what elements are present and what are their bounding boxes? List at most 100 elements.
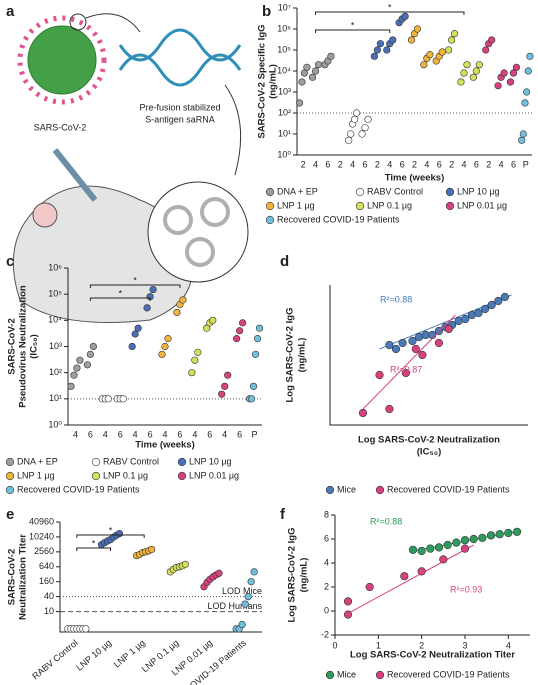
data-point	[218, 390, 226, 398]
data-point	[444, 324, 453, 334]
data-point	[104, 395, 112, 403]
x-axis-title: (IC₅₀)	[417, 447, 441, 458]
y-axis-title: (ng/mL)	[268, 64, 279, 99]
x-tick-label: 2	[419, 640, 424, 650]
legend-label: RABV Control	[367, 186, 423, 196]
data-point	[224, 371, 232, 379]
data-point	[353, 109, 361, 117]
data-point	[385, 340, 394, 350]
data-point	[474, 308, 483, 318]
x-tick-label: 3	[462, 640, 467, 650]
legend-marker	[325, 670, 335, 680]
rna-label: S-antigen saRNA	[145, 114, 215, 124]
data-point	[460, 536, 470, 545]
x-tick-label: 6	[118, 429, 123, 439]
x-tick-label: 4	[424, 159, 429, 169]
y-tick-label: 10⁰	[277, 149, 291, 159]
x-tick-label: 2	[375, 159, 380, 169]
data-point	[247, 395, 256, 403]
x-axis-title: Time (weeks)	[135, 440, 195, 451]
data-point	[308, 73, 317, 81]
x-tick-label: 4	[350, 159, 355, 169]
data-point	[89, 342, 97, 351]
x-tick-label: 4	[192, 429, 197, 439]
legend-marker	[445, 187, 455, 197]
legend-label: LNP 10 µg	[457, 186, 500, 196]
data-point	[239, 319, 247, 327]
data-point	[481, 304, 490, 314]
data-point	[426, 544, 435, 553]
data-point	[351, 115, 359, 123]
data-point	[370, 52, 378, 60]
legend-marker	[91, 457, 101, 467]
r2-label: R²=0.87	[390, 364, 422, 374]
data-point	[181, 560, 189, 568]
data-point	[188, 369, 196, 377]
axis	[59, 522, 262, 633]
x-axis-title: Log SARS-CoV-2 Neutralization Titer	[350, 650, 515, 661]
data-point	[463, 61, 471, 69]
x-axis-title: Log SARS-CoV-2 Neutralization	[358, 435, 500, 446]
data-point	[408, 545, 418, 554]
legend-marker	[5, 471, 15, 481]
virus-spikes	[17, 15, 107, 105]
x-tick-label: P	[523, 159, 529, 169]
x-tick-label: 6	[511, 159, 516, 169]
legend-label: DNA + EP	[277, 186, 318, 196]
data-point	[249, 382, 258, 390]
data-point	[443, 540, 452, 550]
data-point	[452, 538, 461, 547]
x-tick-label: 6	[177, 429, 182, 439]
data-point	[500, 69, 508, 77]
legend-marker	[177, 471, 187, 481]
data-point	[365, 582, 374, 592]
y-tick-label: 10⁴	[48, 315, 62, 325]
significance-bracket	[89, 284, 181, 288]
data-point	[221, 382, 229, 390]
y-tick-label: 10⁰	[48, 419, 62, 429]
data-point	[158, 350, 166, 358]
y-tick-label: 10⁴	[277, 65, 291, 75]
data-point	[401, 12, 409, 20]
y-tick-label: 10240	[29, 531, 54, 541]
x-tick-label: 2	[338, 159, 343, 169]
x-tick-label: 2	[449, 159, 454, 169]
legend-label: DNA + EP	[17, 456, 58, 466]
data-point	[148, 545, 156, 554]
significance-bracket	[76, 547, 111, 551]
virus-label: SARS-CoV-2	[34, 122, 87, 132]
data-point	[250, 568, 258, 576]
data-point	[149, 285, 157, 294]
panel-label: b	[262, 3, 271, 20]
legend-marker	[265, 201, 275, 211]
lnp	[185, 237, 215, 267]
data-point	[209, 316, 217, 324]
y-axis-title: Neutralization Titer	[18, 534, 29, 620]
data-point	[255, 324, 264, 332]
data-point	[518, 136, 526, 144]
y-axis-title: (IC₅₀)	[29, 334, 40, 358]
data-point	[504, 528, 513, 538]
data-point	[233, 335, 241, 343]
y-tick-label: 10²	[278, 107, 291, 117]
x-tick-label: P	[252, 429, 258, 439]
lnp-zoom	[147, 181, 249, 283]
data-point	[445, 46, 453, 54]
data-point	[488, 36, 496, 44]
panel-label: d	[280, 253, 289, 270]
data-point	[461, 314, 470, 324]
data-point	[298, 78, 306, 86]
y-tick-label: 10³	[278, 86, 291, 96]
zoom-circle	[69, 13, 87, 31]
x-tick-label: 4	[103, 429, 108, 439]
y-tick-label: 160	[39, 576, 54, 586]
y-tick-label: 10³	[49, 341, 62, 351]
data-point	[475, 61, 483, 69]
data-point	[494, 82, 502, 90]
data-point	[128, 342, 136, 351]
y-tick-label: 40960	[29, 516, 54, 526]
y-axis-title: Log SARS-CoV-2 IgG	[285, 308, 296, 403]
data-point	[361, 124, 369, 132]
data-point	[428, 330, 437, 340]
legend-marker	[265, 215, 275, 225]
